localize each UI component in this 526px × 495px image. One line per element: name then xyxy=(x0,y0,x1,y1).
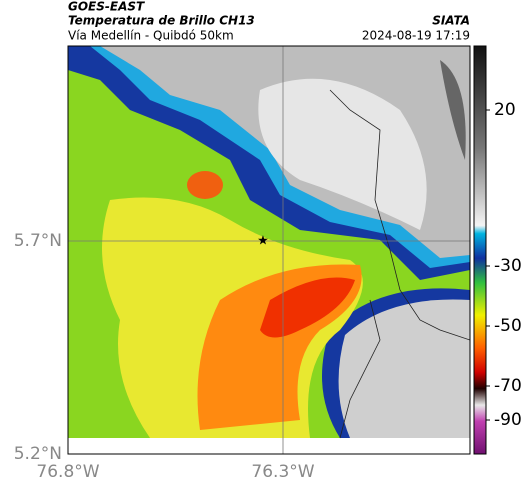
colorbar-tick-label: -30 xyxy=(494,256,522,276)
warmest-region xyxy=(260,277,355,338)
colorbar-tick-label: -70 xyxy=(494,376,522,396)
title: GOES-EAST xyxy=(68,0,145,14)
colorbar xyxy=(473,45,487,455)
cloud-top-bright xyxy=(258,78,427,230)
cloud-top-dark xyxy=(440,60,466,160)
border-line xyxy=(339,299,381,439)
satellite-image: ★ xyxy=(68,46,470,454)
colorbar-tick-label: -90 xyxy=(494,410,522,430)
labels: 5.7°N 5.2°N76.8°W 76.3°W 20 -30 -50 -70 -90 xyxy=(14,100,522,482)
location-star: ★ xyxy=(257,234,269,249)
cloud-top-south xyxy=(338,299,470,438)
border-line xyxy=(329,89,470,341)
subtitle: Temperatura de Brillo CH13 xyxy=(68,14,255,28)
lon-label: 76.3°W xyxy=(251,462,314,482)
lat-label: 5.2°N xyxy=(14,444,62,464)
datetime: 2024-08-19 17:19 xyxy=(362,29,470,43)
region: Vía Medellín - Quibdó 50km xyxy=(68,29,234,43)
map-frame xyxy=(67,45,471,455)
lat-label: 5.7°N xyxy=(14,231,62,251)
warm-spot xyxy=(187,171,223,199)
colorbar-tick-label: -50 xyxy=(494,316,522,336)
lon-label: 76.8°W xyxy=(36,462,99,482)
colorbar-tick-label: 20 xyxy=(494,100,516,120)
source: SIATA xyxy=(432,14,470,28)
